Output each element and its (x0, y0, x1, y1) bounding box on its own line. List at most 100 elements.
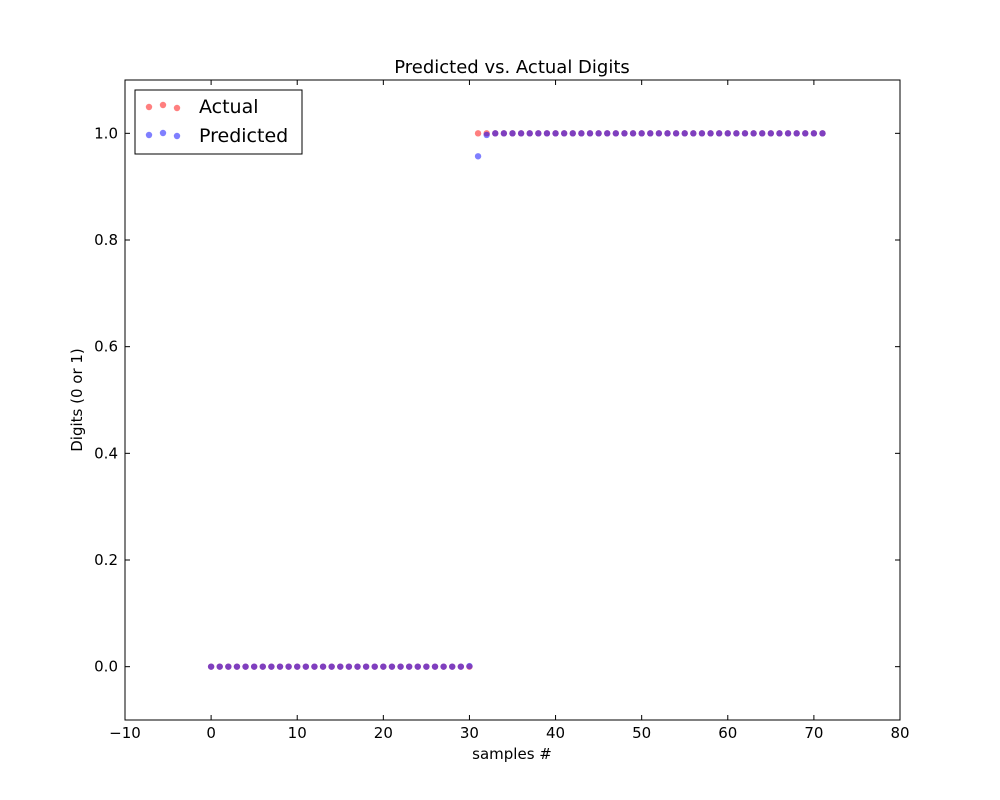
data-point (604, 130, 611, 137)
data-point (672, 130, 680, 137)
x-tick-label: 70 (804, 724, 823, 742)
data-point (560, 130, 568, 137)
x-tick-label: 50 (632, 724, 651, 742)
data-point (690, 130, 697, 137)
data-point (216, 663, 223, 670)
data-point (724, 130, 731, 137)
data-point (784, 130, 792, 137)
data-point (242, 663, 249, 670)
legend-marker (173, 104, 181, 112)
data-point (586, 130, 594, 137)
legend-frame (134, 89, 303, 155)
data-point (793, 130, 800, 137)
data-point (259, 663, 266, 670)
data-point (595, 130, 602, 137)
data-point (337, 663, 344, 670)
x-tick-label: 40 (546, 724, 565, 742)
data-point (405, 663, 413, 670)
data-point (638, 130, 645, 137)
data-point (741, 130, 749, 137)
data-point (492, 130, 499, 137)
x-tick-label: 10 (288, 724, 307, 742)
data-point (483, 131, 490, 139)
data-point (449, 663, 456, 670)
data-point (569, 130, 576, 137)
data-point (664, 130, 671, 137)
data-point (517, 130, 525, 137)
data-point (509, 130, 516, 137)
data-point (621, 130, 628, 137)
data-point (767, 130, 775, 137)
data-point (819, 130, 826, 137)
data-point (328, 663, 335, 670)
x-tick-label: 20 (374, 724, 393, 742)
data-point (423, 663, 430, 670)
data-point (733, 130, 740, 137)
data-point (371, 663, 378, 670)
legend-label-actual: Actual (199, 96, 259, 118)
y-tick-label: 0.4 (94, 444, 118, 462)
data-point (354, 663, 361, 670)
legend-label-predicted: Predicted (199, 125, 288, 147)
data-point (397, 663, 404, 670)
data-point (474, 130, 482, 137)
data-point (466, 662, 473, 670)
data-point (440, 663, 447, 670)
data-point (268, 663, 275, 670)
data-point (776, 130, 783, 137)
plot-frame (124, 79, 901, 721)
data-point (311, 663, 318, 670)
legend-markers-actual (145, 101, 181, 112)
x-tick-label: 30 (460, 724, 479, 742)
y-tick-label: 0.2 (94, 551, 118, 569)
x-tick-label: −10 (109, 724, 141, 742)
data-point (759, 130, 766, 137)
data-point (802, 130, 809, 137)
data-point (431, 663, 439, 670)
chart-title: Predicted vs. Actual Digits (394, 57, 630, 78)
data-point (629, 130, 637, 137)
legend-marker (159, 129, 167, 137)
data-point (526, 130, 533, 137)
data-point (457, 663, 465, 670)
data-point (302, 663, 310, 670)
data-point (655, 130, 663, 137)
legend-markers-predicted (145, 129, 181, 140)
data-point (474, 153, 482, 160)
y-tick-label: 0.6 (94, 338, 118, 356)
data-point (500, 130, 508, 137)
y-tick-label: 0.8 (94, 231, 118, 249)
data-point (543, 130, 551, 137)
y-tick-label: 1.0 (94, 124, 118, 142)
data-point (233, 663, 241, 670)
data-point (681, 130, 688, 137)
data-point (810, 130, 818, 137)
data-point (707, 130, 714, 137)
x-tick-label: 60 (718, 724, 737, 742)
y-axis-label: Digits (0 or 1) (68, 348, 86, 452)
data-point (294, 663, 301, 670)
data-point (388, 663, 396, 670)
legend-marker (145, 103, 153, 111)
legend: Actual Predicted (134, 89, 303, 155)
data-point (750, 130, 757, 137)
data-point (535, 130, 542, 137)
points-layer (207, 130, 826, 670)
y-tick-label: 0.0 (94, 658, 118, 676)
data-point (647, 130, 654, 137)
data-point (698, 130, 706, 137)
plot-area (125, 80, 900, 720)
x-tick-label: 80 (890, 724, 909, 742)
data-point (345, 663, 353, 670)
data-point (578, 130, 585, 137)
legend-marker (173, 132, 181, 140)
x-tick-label: 0 (206, 724, 216, 742)
data-point (225, 663, 232, 670)
data-point (207, 663, 215, 670)
data-point (250, 663, 258, 670)
y-axis: 0.0 0.2 0.4 0.6 0.8 1.0 (94, 124, 900, 676)
data-point (414, 663, 421, 670)
series-predicted (207, 130, 826, 670)
x-axis: −10 0 10 20 30 40 50 60 70 80 (109, 80, 910, 742)
